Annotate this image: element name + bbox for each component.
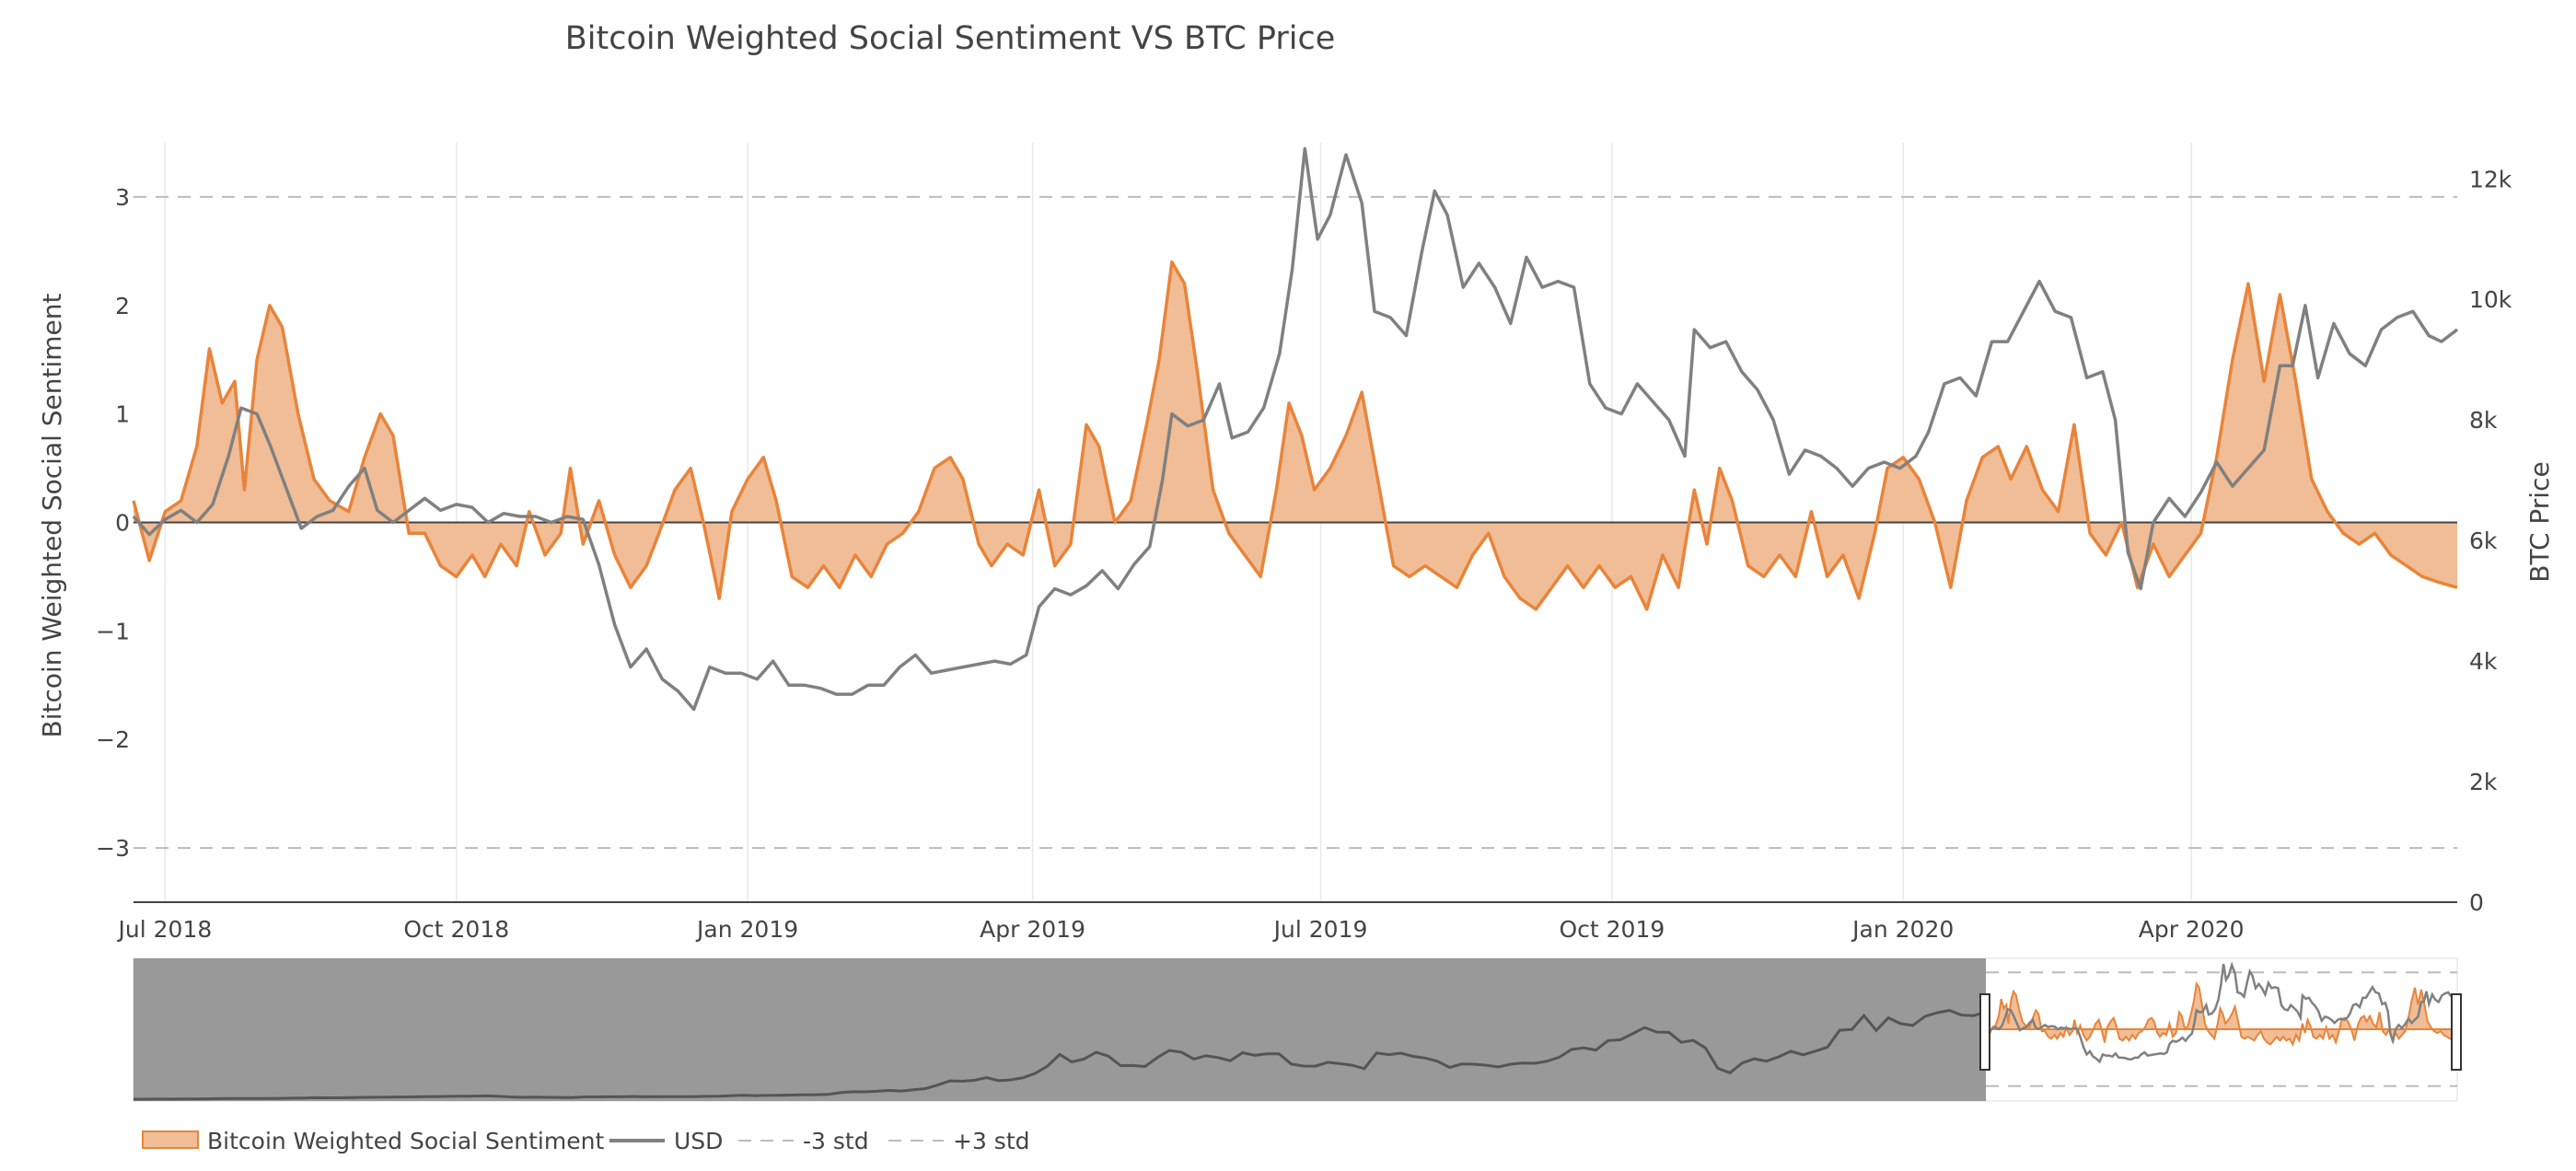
- legend-label: Bitcoin Weighted Social Sentiment: [207, 1128, 604, 1154]
- right-axis-title: BTC Price: [2524, 461, 2555, 582]
- right-tick-label: 8k: [2469, 407, 2498, 434]
- x-tick-label: Oct 2019: [1559, 916, 1665, 943]
- legend-plus-3-std: +3 std: [888, 1128, 1030, 1154]
- x-tick-label: Oct 2018: [403, 916, 509, 943]
- legend-label: +3 std: [953, 1128, 1030, 1154]
- sentiment-area-fill: [133, 261, 2457, 609]
- series-line-layer: [132, 146, 2459, 712]
- x-tick-label: Apr 2019: [980, 916, 1085, 943]
- right-tick-label: 12k: [2469, 166, 2512, 192]
- x-tick-label: Apr 2020: [2139, 916, 2245, 943]
- left-tick-label: −3: [96, 835, 130, 862]
- slider-sentiment-area: [1985, 980, 2458, 1047]
- range-slider-right-handle[interactable]: [2451, 993, 2462, 1071]
- range-slider-history-line: [133, 1008, 1987, 1101]
- left-tick-label: −2: [96, 726, 130, 753]
- legend-label: -3 std: [803, 1128, 869, 1154]
- axis-layer: Jul 2018 Oct 2018 Jan 2019 Apr 2019 Jul 2019…: [96, 166, 2512, 943]
- range-slider-left-handle[interactable]: [1979, 993, 1990, 1071]
- left-tick-label: −1: [96, 618, 130, 644]
- sentiment-area-layer: [133, 261, 2457, 609]
- legend-sentiment: Bitcoin Weighted Social Sentiment: [142, 1128, 604, 1154]
- range-slider-mask: [133, 958, 1986, 1101]
- chart-title: Bitcoin Weighted Social Sentiment VS BTC…: [565, 20, 1335, 57]
- legend-usd: USD: [609, 1128, 723, 1154]
- x-tick-label: Jul 2018: [117, 916, 213, 943]
- x-tick-label: Jan 2020: [1851, 916, 1954, 943]
- range-slider[interactable]: [133, 957, 2462, 1102]
- right-tick-label: 10k: [2469, 286, 2512, 313]
- left-tick-label: 3: [115, 184, 130, 211]
- right-tick-label: 2k: [2469, 769, 2498, 795]
- right-tick-label: 0: [2469, 889, 2484, 916]
- x-tick-label: Jul 2019: [1272, 916, 1368, 943]
- left-tick-label: 2: [115, 293, 130, 319]
- left-axis-title: Bitcoin Weighted Social Sentiment: [37, 293, 67, 737]
- range-slider-preview: [1985, 961, 2458, 1087]
- right-tick-label: 4k: [2469, 648, 2498, 675]
- legend-minus-3-std: -3 std: [738, 1128, 869, 1154]
- legend-swatch: [142, 1130, 199, 1149]
- x-tick-label: Jan 2019: [695, 916, 798, 943]
- right-tick-label: 6k: [2469, 528, 2498, 554]
- left-tick-label: 1: [115, 401, 130, 428]
- slider-usd-line: [1985, 961, 2458, 1064]
- legend: Bitcoin Weighted Social Sentiment USD -3 s…: [142, 1128, 1030, 1154]
- sentiment-line: [132, 260, 2458, 611]
- left-tick-label: 0: [115, 510, 130, 537]
- legend-label: USD: [674, 1128, 723, 1154]
- usd-price-line: [132, 146, 2459, 712]
